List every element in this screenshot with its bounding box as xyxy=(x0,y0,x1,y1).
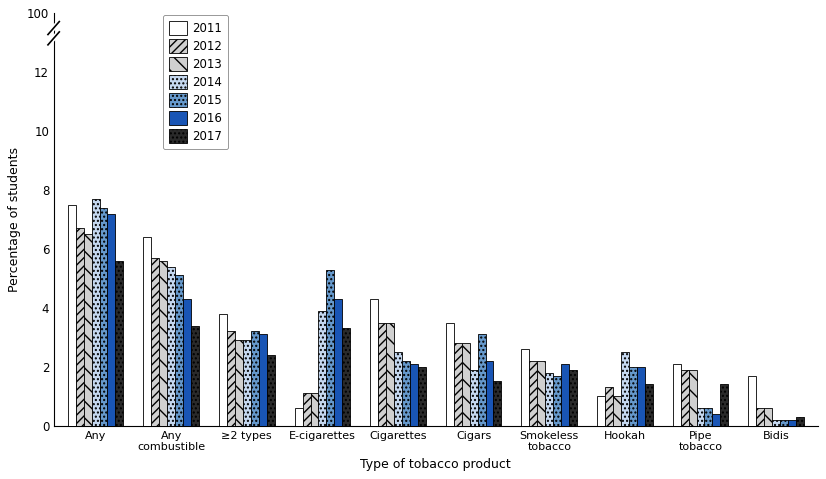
Bar xyxy=(295,408,302,426)
Bar xyxy=(757,408,764,426)
Bar xyxy=(748,376,757,426)
Bar xyxy=(605,388,613,426)
Bar xyxy=(394,352,402,426)
Bar xyxy=(319,311,326,426)
Bar xyxy=(446,322,453,426)
X-axis label: Type of tobacco product: Type of tobacco product xyxy=(360,457,511,471)
Bar xyxy=(681,370,689,426)
Bar xyxy=(402,361,410,426)
Bar xyxy=(720,385,729,426)
Legend: 2011, 2012, 2013, 2014, 2015, 2016, 2017: 2011, 2012, 2013, 2014, 2015, 2016, 2017 xyxy=(163,15,228,149)
Bar xyxy=(107,214,116,426)
Bar xyxy=(76,228,83,426)
Bar xyxy=(462,343,470,426)
Bar xyxy=(772,420,780,426)
Bar xyxy=(796,417,804,426)
Bar xyxy=(621,352,629,426)
Bar xyxy=(251,331,259,426)
Bar xyxy=(712,414,720,426)
Bar xyxy=(144,237,151,426)
Bar xyxy=(538,361,545,426)
Bar xyxy=(545,373,553,426)
Bar xyxy=(689,370,696,426)
Bar xyxy=(219,314,227,426)
Bar xyxy=(780,420,788,426)
Bar xyxy=(410,364,418,426)
Bar xyxy=(645,385,653,426)
Bar xyxy=(159,261,167,426)
Bar xyxy=(92,199,100,426)
Bar xyxy=(302,393,311,426)
Bar xyxy=(493,381,501,426)
Bar xyxy=(175,275,183,426)
Bar xyxy=(637,367,645,426)
Bar xyxy=(672,364,681,426)
Bar xyxy=(311,393,319,426)
Bar xyxy=(183,299,191,426)
Bar xyxy=(267,355,274,426)
Bar xyxy=(100,208,107,426)
Bar xyxy=(191,326,199,426)
Bar xyxy=(167,267,175,426)
Bar xyxy=(235,340,243,426)
Bar xyxy=(335,299,342,426)
Bar xyxy=(243,340,251,426)
Bar xyxy=(259,334,267,426)
Bar xyxy=(326,270,335,426)
Bar xyxy=(705,408,712,426)
Bar xyxy=(370,299,378,426)
Bar xyxy=(342,329,350,426)
Bar xyxy=(477,334,486,426)
Bar xyxy=(788,420,796,426)
Bar xyxy=(116,261,123,426)
Bar xyxy=(418,367,426,426)
Bar xyxy=(521,349,529,426)
Y-axis label: Percentage of students: Percentage of students xyxy=(8,147,21,292)
Bar xyxy=(83,234,92,426)
Bar xyxy=(378,322,386,426)
Bar xyxy=(629,367,637,426)
Bar xyxy=(613,396,621,426)
Bar xyxy=(227,331,235,426)
Bar xyxy=(68,205,76,426)
Bar xyxy=(453,343,462,426)
Bar xyxy=(529,361,538,426)
Bar xyxy=(470,370,477,426)
Bar xyxy=(764,408,772,426)
Bar xyxy=(486,361,493,426)
Bar xyxy=(569,370,577,426)
Bar xyxy=(696,408,705,426)
Bar xyxy=(386,322,394,426)
Bar xyxy=(553,376,561,426)
Bar xyxy=(151,258,159,426)
Bar xyxy=(561,364,569,426)
Bar xyxy=(597,396,605,426)
